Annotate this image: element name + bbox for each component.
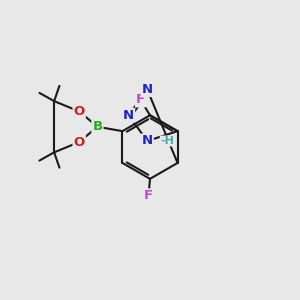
- Text: -H: -H: [160, 136, 174, 146]
- Text: B: B: [92, 120, 103, 133]
- Text: N: N: [142, 83, 153, 96]
- Text: N: N: [142, 134, 153, 148]
- Text: N: N: [123, 109, 134, 122]
- Text: O: O: [74, 136, 85, 148]
- Text: O: O: [74, 105, 85, 118]
- Text: F: F: [136, 93, 145, 106]
- Text: F: F: [144, 189, 153, 203]
